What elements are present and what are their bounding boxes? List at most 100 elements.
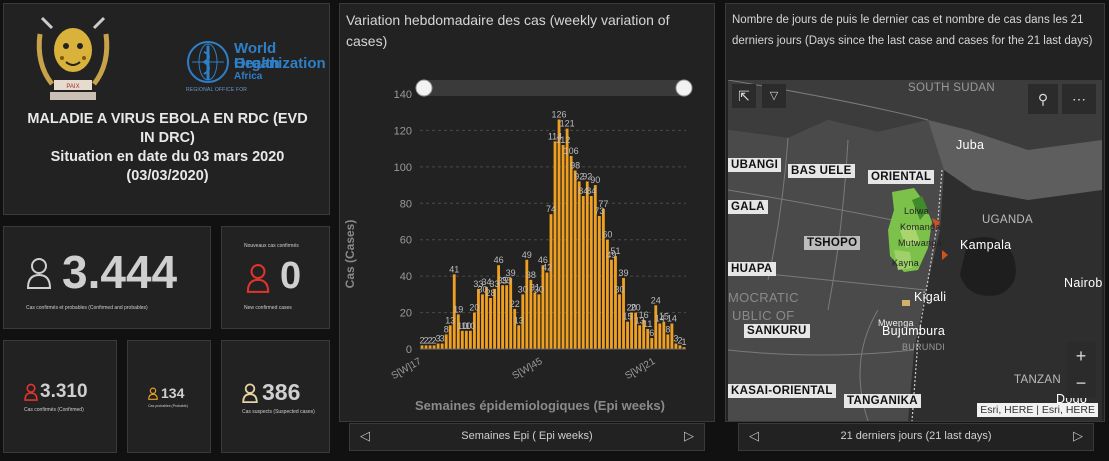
chart-ylabel: Cas (Cases) — [343, 220, 357, 289]
bar-data-label: 30 — [534, 284, 544, 294]
chart-bar[interactable] — [521, 294, 525, 349]
map-title: Nombre de jours de puis le dernier cas e… — [732, 14, 1093, 47]
chart-bar[interactable] — [593, 185, 597, 349]
chart-bar[interactable] — [493, 288, 496, 349]
chart-bar[interactable] — [630, 312, 634, 349]
map-label-oriental: ORIENTAL — [868, 170, 935, 184]
chart-bar[interactable] — [428, 345, 432, 349]
chart-bar[interactable] — [444, 334, 448, 349]
chart-bar[interactable] — [561, 145, 565, 349]
y-tick-label: 140 — [394, 89, 412, 101]
chart-bar[interactable] — [626, 321, 629, 349]
chart-bar[interactable] — [456, 314, 460, 349]
chart-bar[interactable] — [589, 196, 593, 349]
chart-bar[interactable] — [505, 285, 509, 349]
map-label-huapa: HUAPA — [728, 262, 776, 276]
chevron-left-icon[interactable]: ◁ — [749, 428, 759, 443]
map-label-bas-uele: BAS UELE — [788, 164, 855, 178]
chart-bar[interactable] — [634, 312, 638, 349]
chart-bar[interactable] — [464, 330, 468, 349]
chart-bar[interactable] — [529, 279, 533, 349]
more-options-icon[interactable]: ⋯ — [1062, 84, 1096, 114]
chart-bar[interactable] — [553, 141, 557, 349]
chart-bar[interactable] — [472, 312, 476, 349]
chart-bar[interactable] — [565, 128, 569, 349]
bar-data-label: 77 — [598, 199, 608, 209]
chart-bar[interactable] — [670, 323, 674, 350]
y-tick-label: 100 — [394, 162, 412, 174]
chart-bar[interactable] — [468, 330, 472, 349]
chart-bar[interactable] — [501, 285, 505, 349]
chart-bar[interactable] — [533, 292, 537, 349]
search-icon[interactable]: ⚲ — [1028, 84, 1058, 114]
chevron-right-icon[interactable]: ▷ — [684, 428, 694, 443]
chart-bar[interactable] — [654, 305, 658, 349]
chart-bar[interactable] — [452, 274, 456, 349]
chart-bar[interactable] — [525, 259, 529, 349]
chart-bar[interactable] — [573, 170, 577, 350]
chart-bar[interactable] — [509, 277, 513, 349]
chart-bar[interactable] — [549, 214, 553, 349]
chart-bar[interactable] — [545, 272, 549, 350]
chart-bar[interactable] — [460, 330, 464, 349]
range-slider-handle-left[interactable] — [415, 79, 433, 97]
chart-bar[interactable] — [618, 294, 621, 349]
chart-bar[interactable] — [601, 208, 605, 349]
chart-bar[interactable] — [678, 345, 682, 349]
chart-bar[interactable] — [541, 265, 545, 349]
chart-bar[interactable] — [513, 308, 517, 349]
chart-bar[interactable] — [638, 325, 642, 349]
chart-bar[interactable] — [497, 265, 501, 349]
chart-bar[interactable] — [436, 343, 440, 349]
range-slider-handle-right[interactable] — [675, 79, 693, 97]
map-label-sankuru: SANKURU — [744, 324, 810, 338]
chart-bar[interactable] — [581, 196, 585, 349]
chart-bar[interactable] — [658, 323, 662, 350]
map-attribution: Esri, HERE | Esri, HERE — [977, 403, 1098, 417]
chart-bar[interactable] — [477, 288, 480, 349]
bar-data-label: 73 — [594, 206, 604, 216]
chart-bar[interactable] — [662, 321, 666, 349]
chart-bar[interactable] — [569, 155, 573, 349]
chart-bar[interactable] — [585, 181, 589, 349]
chart-bar[interactable] — [424, 345, 428, 349]
chart-bar[interactable] — [481, 294, 484, 349]
chart-bar[interactable] — [674, 343, 678, 349]
chart-bar[interactable] — [614, 256, 617, 349]
chart-bar[interactable] — [537, 294, 541, 349]
chart-bar[interactable] — [622, 277, 625, 349]
bar-data-label: 1 — [681, 337, 686, 347]
chart-bar[interactable] — [557, 119, 561, 350]
title-line: (03/03/2020) — [126, 168, 209, 184]
bar-data-label: 106 — [564, 146, 579, 156]
chart-bar[interactable] — [489, 298, 492, 349]
map-label-republic: UBLIC OF — [732, 308, 795, 323]
chart-bar[interactable] — [420, 345, 424, 349]
bar-data-label: 98 — [570, 161, 580, 171]
new-cases-value: 0 — [280, 255, 302, 297]
chart-bar[interactable] — [440, 343, 444, 349]
range-slider-track[interactable] — [420, 80, 686, 96]
map-select-icon[interactable]: ⇱ — [732, 84, 756, 108]
chart-bar[interactable] — [642, 319, 646, 349]
chevron-left-icon[interactable]: ◁ — [360, 428, 370, 443]
who-name-line2: Organization — [234, 55, 326, 72]
map-view[interactable]: SOUTH SUDAN Juba UBANGI BAS UELE ORIENTA… — [728, 80, 1102, 421]
zoom-in-button[interactable]: + — [1066, 342, 1096, 370]
chevron-down-icon[interactable]: ▽ — [762, 84, 786, 108]
chart-bar[interactable] — [597, 216, 601, 349]
chart-bar[interactable] — [432, 345, 436, 349]
chart-bar[interactable] — [610, 259, 613, 349]
chart-bar[interactable] — [448, 325, 452, 349]
chevron-right-icon[interactable]: ▷ — [1073, 428, 1083, 443]
chart-bar[interactable] — [682, 347, 686, 349]
chart-bar[interactable] — [577, 181, 581, 349]
suspected-cases-caption: Cas suspects (Suspected cases) — [242, 409, 315, 415]
chart-bar[interactable] — [650, 338, 654, 349]
chart-bar[interactable] — [485, 287, 488, 349]
chart-bar[interactable] — [646, 328, 650, 349]
chart-bar[interactable] — [517, 325, 521, 349]
chart-bar[interactable] — [605, 239, 609, 349]
chart-bar[interactable] — [666, 334, 670, 349]
zoom-out-button[interactable]: − — [1066, 370, 1096, 398]
